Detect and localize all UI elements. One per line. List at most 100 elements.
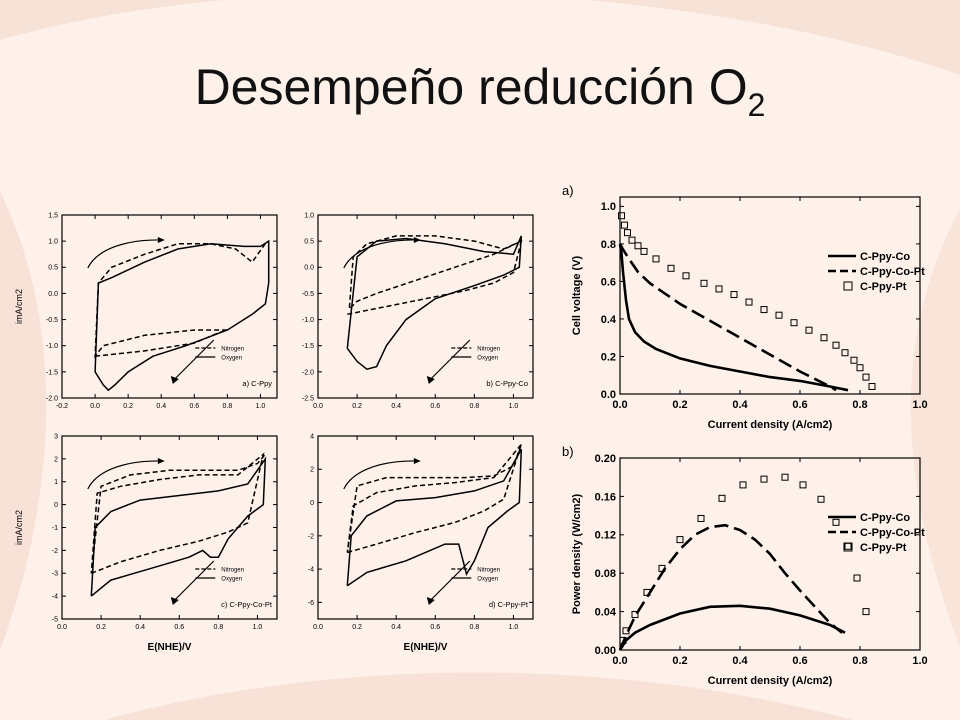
polarization-point-c-ppy-pt xyxy=(775,311,783,319)
power-y-axis-label: Power density (W/cm2) xyxy=(571,493,583,614)
power-y-tick-label: 0.16 xyxy=(595,491,616,503)
cv-c-sweep-arrow-top xyxy=(87,460,158,490)
power-point-c-ppy-pt xyxy=(718,494,726,502)
cv-d-y-tick-label: 4 xyxy=(310,433,314,440)
cv-c-x-tick-label: 0.2 xyxy=(96,624,106,631)
cv-d-y-tick-label: -6 xyxy=(308,600,314,607)
polarization-x-tick-label: 1.0 xyxy=(912,399,927,411)
power-panel-label: b) xyxy=(562,444,574,459)
cv-d-x-tick-label: 0.4 xyxy=(391,624,401,631)
cv-a-y-tick-label: -1.0 xyxy=(46,343,58,350)
polarization-series-line-c-ppy-co xyxy=(618,243,849,392)
cv-b-panel-label: b) C-Ppy-Co xyxy=(486,379,528,388)
cv-b-sweep-arrow-bottom xyxy=(429,339,471,381)
power-point-c-ppy-pt xyxy=(739,481,747,489)
polarization-x-axis-label: Current density (A/cm2) xyxy=(708,419,833,431)
polarization-legend-label-c-ppy-co-pt: C-Ppy-Co-Pt xyxy=(860,266,925,278)
power-point-c-ppy-pt xyxy=(676,536,684,544)
cv-c-panel-label: c) C-Ppy-Co-Pt xyxy=(221,600,273,609)
cv-d-series-line-oxygen xyxy=(346,448,523,587)
polarization-y-tick-label: 0.0 xyxy=(601,389,616,401)
cv-a-y-tick-label: 0.0 xyxy=(48,291,58,298)
polarization-point-c-ppy-pt xyxy=(856,364,864,372)
power-x-tick-label: 0.6 xyxy=(792,655,807,667)
polarization-point-c-ppy-pt xyxy=(634,242,642,250)
cv-b-series-line-nitrogen xyxy=(347,235,523,316)
polarization-plot-frame xyxy=(619,196,921,395)
cv-a-series-line-nitrogen xyxy=(94,240,268,359)
power-point-c-ppy-pt xyxy=(658,564,666,572)
cv-a-sweep-arrowhead-top xyxy=(157,236,165,243)
cv-b-sweep-arrowhead-top xyxy=(413,236,421,243)
cv-a-y-tick-label: 0.5 xyxy=(48,265,58,272)
cv-d-sweep-arrow-top xyxy=(343,460,414,490)
cv-b-sweep-arrowhead-bottom xyxy=(426,376,435,384)
cv-a-sweep-arrowhead-bottom xyxy=(170,376,179,384)
cv-d-x-tick-label: 0.2 xyxy=(352,624,362,631)
cv-c-y-tick-label: -5 xyxy=(52,616,58,623)
cv-a-sweep-arrow-bottom xyxy=(173,339,215,381)
power-plot-frame xyxy=(619,457,921,651)
cv-c-sweep-arrowhead-top xyxy=(157,457,165,464)
cv-d-x-tick-label: 1.0 xyxy=(509,624,519,631)
polarization-point-c-ppy-pt xyxy=(805,326,813,334)
power-x-tick-label: 0.0 xyxy=(612,655,627,667)
cv-c-x-tick-label: 1.0 xyxy=(253,624,263,631)
power-y-tick-label: 0.00 xyxy=(595,645,616,657)
polarization-point-c-ppy-pt xyxy=(618,212,625,220)
cv-d-legend-label-oxygen: Oxygen xyxy=(477,577,498,583)
cv-d-sweep-arrow-bottom xyxy=(429,560,471,602)
cv-d-x-tick-label: 0.0 xyxy=(313,624,323,631)
cv-c-y-tick-label: -2 xyxy=(52,548,58,555)
polarization-series-line-c-ppy-co-pt xyxy=(618,243,837,392)
cv-c-x-tick-label: 0.8 xyxy=(213,624,223,631)
power-y-tick-label: 0.20 xyxy=(595,453,616,465)
polarization-point-c-ppy-pt xyxy=(850,356,858,364)
polarization-y-tick-label: 0.8 xyxy=(601,239,616,251)
cv-a-x-tick-label: -0.2 xyxy=(56,403,68,410)
power-point-c-ppy-pt xyxy=(862,608,870,616)
cv-c-y-tick-label: 3 xyxy=(54,433,58,440)
cv-c-y-tick-label: 0 xyxy=(54,502,58,509)
power-y-tick-label: 0.08 xyxy=(595,568,616,580)
power-legend-swatch-c-ppy-pt xyxy=(843,542,853,552)
power-point-c-ppy-pt xyxy=(622,627,630,635)
cv-b-y-tick-label: 0.0 xyxy=(304,265,314,272)
cv-b-x-tick-label: 0.2 xyxy=(352,403,362,410)
cv-a-y-tick-label: 1.5 xyxy=(48,212,58,219)
cv-c-series-line-oxygen xyxy=(90,456,267,597)
cv-a-x-tick-label: 0.4 xyxy=(156,403,166,410)
power-point-c-ppy-pt xyxy=(844,542,852,550)
cv-b-y-tick-label: 1.0 xyxy=(304,212,314,219)
title-text: Desempeño reducción O xyxy=(194,59,748,115)
polarization-point-c-ppy-pt xyxy=(715,285,723,293)
cv-b-x-tick-label: 0.8 xyxy=(469,403,479,410)
cv-b-x-tick-label: 0.4 xyxy=(391,403,401,410)
cv-d-sweep-arrowhead-bottom xyxy=(426,597,435,605)
cv-a-y-tick-label: 1.0 xyxy=(48,239,58,246)
cv-a-series-line-oxygen xyxy=(94,239,270,392)
power-x-tick-label: 1.0 xyxy=(912,655,927,667)
power-point-c-ppy-pt xyxy=(781,473,789,481)
polarization-x-tick-label: 0.2 xyxy=(672,399,687,411)
cv-c-y-tick-label: 1 xyxy=(54,479,58,486)
polarization-x-tick-label: 0.8 xyxy=(852,399,867,411)
polarization-legend-label-c-ppy-co: C-Ppy-Co xyxy=(860,251,910,263)
cv-c-x-tick-label: 0.0 xyxy=(57,624,67,631)
polarization-point-c-ppy-pt xyxy=(682,272,690,280)
power-point-c-ppy-pt xyxy=(643,588,651,596)
cv-d-y-tick-label: -2 xyxy=(308,533,314,540)
cv-b-y-tick-label: -2.0 xyxy=(302,369,314,376)
power-x-axis-label: Current density (A/cm2) xyxy=(708,675,833,687)
power-series-line-c-ppy-co-pt xyxy=(618,523,843,651)
cv-b-y-tick-label: 0.5 xyxy=(304,239,314,246)
cv-a-x-tick-label: 0.8 xyxy=(223,403,233,410)
cv-b-x-tick-label: 0.0 xyxy=(313,403,323,410)
power-point-c-ppy-pt xyxy=(799,481,807,489)
cv-a-y-tick-label: -1.5 xyxy=(46,369,58,376)
cv-c-series-line-nitrogen xyxy=(90,452,266,574)
polarization-point-c-ppy-pt xyxy=(700,279,708,287)
cv-a-x-tick-label: 0.0 xyxy=(90,403,100,410)
